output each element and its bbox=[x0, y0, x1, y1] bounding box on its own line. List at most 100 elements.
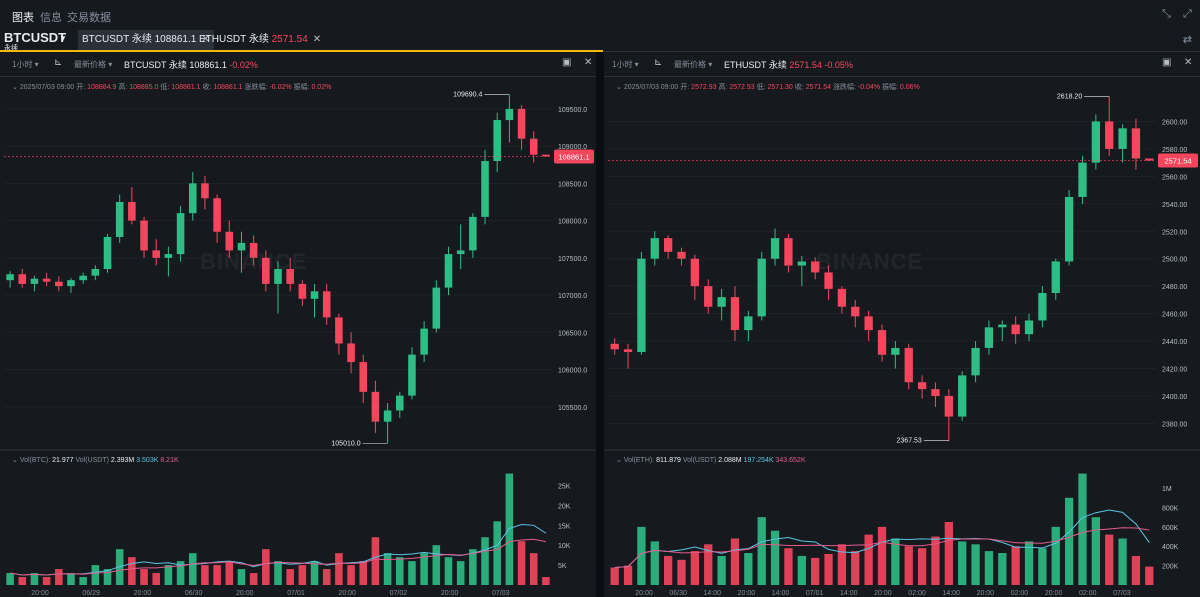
top-nav: 图表 信息 交易数据 ⤡ ⤢ bbox=[0, 0, 1200, 30]
volume-tick-label: 20K bbox=[558, 503, 571, 510]
high-marker-label: 109690.4 bbox=[453, 92, 482, 99]
tab-info[interactable]: 信息 bbox=[40, 12, 62, 24]
candle-body bbox=[1038, 293, 1047, 321]
volume-bar bbox=[1064, 497, 1074, 585]
time-tick-label: 20:00 bbox=[441, 590, 459, 597]
candle-body bbox=[164, 254, 173, 258]
close-icon[interactable]: ✕ bbox=[312, 34, 322, 45]
low-marker-label: 2367.53 bbox=[897, 438, 922, 445]
panel-divider[interactable] bbox=[596, 52, 604, 597]
chart-panel-btc: 1小时 ▾ ⊾ 最新价格 ▾ BTCUSDT 永续 108861.1 -0.02… bbox=[0, 52, 596, 597]
volume-bar bbox=[837, 544, 847, 585]
volume-bar bbox=[623, 565, 633, 585]
volume-bar bbox=[757, 517, 766, 585]
volume-bar bbox=[286, 569, 294, 585]
candle-body bbox=[958, 375, 967, 417]
volume-bar bbox=[1078, 473, 1087, 585]
time-tick-label: 07/02 bbox=[390, 590, 408, 597]
volume-bar bbox=[91, 565, 100, 585]
chevron-down-icon[interactable]: ▼ bbox=[59, 34, 67, 43]
candle-body bbox=[690, 258, 700, 287]
candle-body bbox=[481, 161, 489, 217]
volume-bar bbox=[730, 538, 740, 585]
candle-body bbox=[335, 317, 343, 344]
candle-body bbox=[128, 201, 136, 221]
candle-body bbox=[201, 183, 209, 199]
candle-body bbox=[420, 328, 428, 355]
candlestick-chart-eth[interactable]: 2600.00 2580.00 2560.00 2540.00 2520.00 2500.… bbox=[604, 52, 1200, 597]
candle-body bbox=[904, 347, 913, 383]
price-type-select[interactable]: 最新价格 ▾ bbox=[674, 60, 713, 69]
price-tick-label: 108000.0 bbox=[558, 219, 587, 226]
tab-ethusdt[interactable]: ETHUSDT 永续 2571.54 ✕ bbox=[199, 34, 322, 45]
interval-select[interactable]: 1小时 ▾ bbox=[612, 60, 639, 69]
tab-chart[interactable]: 图表 bbox=[12, 12, 34, 24]
volume-bar bbox=[310, 561, 319, 585]
volume-bar bbox=[274, 561, 282, 585]
chart-type-icon[interactable]: ⊾ bbox=[54, 57, 63, 68]
symbol-tab-bar: BTCUSDT ▼ 永续 BTCUSDT 永续 108861.1 ✕ ETHUSD… bbox=[0, 30, 1200, 52]
swap-icon[interactable]: ⇄ bbox=[1182, 34, 1192, 46]
volume-bar bbox=[152, 573, 160, 585]
close-icon[interactable]: ✕ bbox=[1184, 57, 1193, 68]
time-tick-label: 06/30 bbox=[185, 590, 203, 597]
close-icon[interactable]: ✕ bbox=[201, 34, 210, 45]
candle-body bbox=[383, 410, 392, 422]
panel-title: ETHUSDT 永续 2571.54 -0.05% bbox=[724, 60, 853, 70]
price-type-select[interactable]: 最新价格 ▾ bbox=[74, 60, 113, 69]
volume-bar bbox=[408, 561, 416, 585]
ohlc-legend: ⌄ 2025/07/03 09:00 开: 108884.9 高: 108885… bbox=[12, 84, 332, 91]
volume-bar bbox=[55, 569, 63, 585]
time-tick-label: 02:00 bbox=[1079, 590, 1097, 597]
volume-bar bbox=[432, 545, 441, 585]
volume-bar bbox=[322, 569, 331, 585]
candle-body bbox=[944, 395, 953, 417]
collapse-icon[interactable]: ⤡ bbox=[1162, 8, 1171, 20]
expand-icon[interactable]: ⤢ bbox=[1183, 8, 1192, 20]
chart-type-icon[interactable]: ⊾ bbox=[654, 57, 663, 68]
candle-body bbox=[517, 108, 526, 139]
tab-btcusdt[interactable]: BTCUSDT 永续 108861.1 ✕ bbox=[78, 30, 214, 51]
candle-body bbox=[286, 269, 294, 284]
candle-body bbox=[998, 324, 1007, 328]
volume-bar bbox=[188, 553, 197, 585]
volume-bar bbox=[67, 573, 75, 585]
candle-body bbox=[42, 278, 51, 282]
screenshot-icon[interactable]: ▣ bbox=[1162, 57, 1172, 68]
candlestick-chart-btc[interactable]: 109500.0 109000.0 108500.0 108000.0 107500.0… bbox=[0, 52, 596, 597]
candle-body bbox=[1078, 162, 1087, 197]
candle-body bbox=[971, 347, 980, 376]
candle-body bbox=[637, 258, 646, 353]
candle-body bbox=[115, 201, 124, 237]
volume-bar bbox=[1118, 538, 1127, 585]
candle-body bbox=[493, 120, 501, 162]
tab-trading-data[interactable]: 交易数据 bbox=[67, 12, 111, 24]
candle-body bbox=[1011, 324, 1020, 335]
candle-body bbox=[371, 391, 380, 422]
volume-bar bbox=[664, 555, 673, 585]
price-tick-label: 106500.0 bbox=[558, 330, 587, 337]
candle-body bbox=[650, 238, 659, 259]
panel-title: BTCUSDT 永续 108861.1 -0.02% bbox=[124, 60, 258, 70]
price-tick-label: 109500.0 bbox=[558, 107, 587, 114]
price-tick-label: 2400.00 bbox=[1162, 394, 1187, 401]
screenshot-icon[interactable]: ▣ bbox=[562, 57, 572, 68]
interval-select[interactable]: 1小时 ▾ bbox=[12, 60, 39, 69]
candle-body bbox=[18, 274, 27, 284]
candle-body bbox=[1131, 128, 1141, 159]
volume-bar bbox=[1051, 526, 1060, 585]
volume-ma-long bbox=[10, 538, 547, 576]
volume-bar bbox=[176, 561, 185, 585]
volume-bar bbox=[944, 522, 953, 585]
volume-bar bbox=[164, 565, 173, 585]
volume-bar bbox=[690, 551, 700, 585]
volume-legend: ⌄ Vol(ETH): 811.879 Vol(USDT) 2.088M 197… bbox=[616, 457, 806, 464]
volume-tick-label: 400K bbox=[1162, 544, 1179, 551]
volume-bar bbox=[797, 555, 806, 585]
symbol-name[interactable]: BTCUSDT bbox=[4, 30, 67, 45]
candle-body bbox=[55, 281, 63, 287]
time-tick-label: 20:00 bbox=[738, 590, 756, 597]
close-icon[interactable]: ✕ bbox=[584, 57, 593, 68]
volume-bar bbox=[493, 521, 501, 585]
candle-body bbox=[931, 389, 940, 396]
